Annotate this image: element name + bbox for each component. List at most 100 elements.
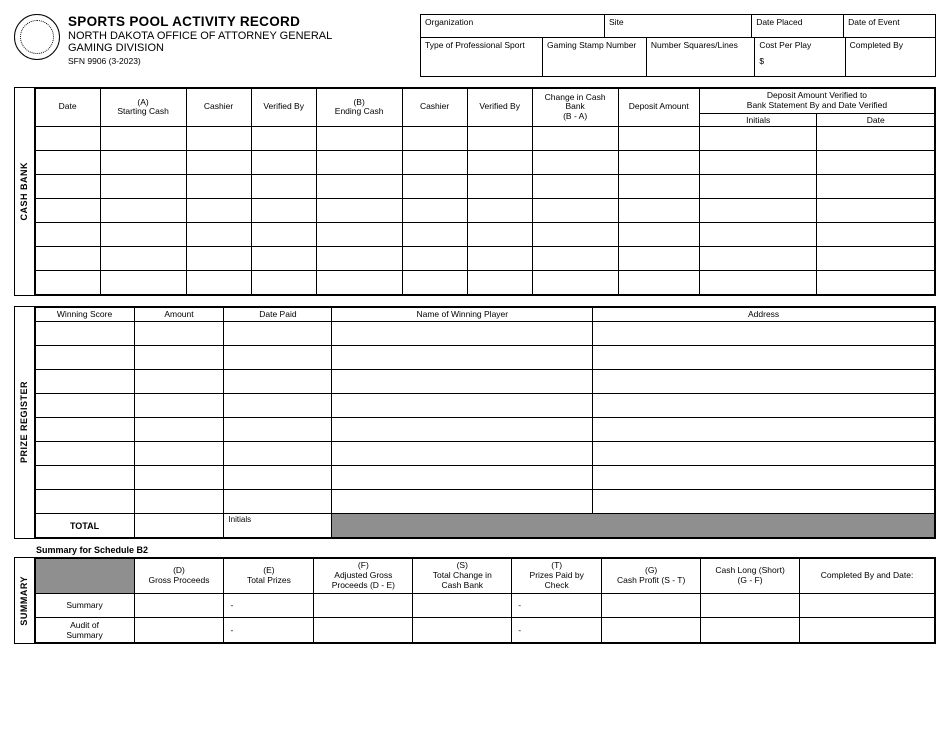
table-cell[interactable] — [332, 466, 593, 490]
table-cell[interactable] — [332, 418, 593, 442]
table-cell[interactable] — [817, 174, 935, 198]
table-cell[interactable] — [251, 174, 316, 198]
table-cell[interactable] — [602, 593, 701, 617]
table-cell[interactable] — [817, 246, 935, 270]
table-cell[interactable] — [134, 394, 224, 418]
table-cell[interactable] — [35, 418, 134, 442]
table-cell[interactable] — [467, 222, 532, 246]
table-cell[interactable] — [817, 150, 935, 174]
table-cell[interactable] — [35, 270, 100, 294]
table-cell[interactable] — [100, 198, 186, 222]
table-cell[interactable] — [699, 270, 817, 294]
table-cell[interactable] — [100, 246, 186, 270]
table-cell[interactable] — [532, 222, 618, 246]
table-cell[interactable] — [134, 617, 224, 642]
table-cell[interactable] — [134, 466, 224, 490]
table-cell[interactable] — [35, 442, 134, 466]
table-cell[interactable] — [35, 222, 100, 246]
table-cell[interactable] — [332, 322, 593, 346]
table-cell[interactable] — [35, 198, 100, 222]
table-cell[interactable] — [251, 150, 316, 174]
table-cell[interactable] — [402, 270, 467, 294]
table-cell[interactable] — [532, 198, 618, 222]
table-cell[interactable] — [618, 174, 699, 198]
table-cell[interactable] — [100, 126, 186, 150]
table-cell[interactable] — [100, 222, 186, 246]
table-cell[interactable] — [134, 490, 224, 514]
table-cell[interactable] — [413, 617, 512, 642]
table-cell[interactable] — [618, 150, 699, 174]
table-cell[interactable] — [532, 270, 618, 294]
table-cell[interactable] — [602, 617, 701, 642]
table-cell[interactable] — [332, 490, 593, 514]
table-cell[interactable] — [532, 126, 618, 150]
table-cell[interactable] — [593, 322, 935, 346]
table-cell[interactable] — [35, 150, 100, 174]
table-cell[interactable] — [699, 222, 817, 246]
table-cell[interactable] — [134, 442, 224, 466]
table-cell[interactable] — [618, 198, 699, 222]
table-cell[interactable] — [316, 150, 402, 174]
table-cell[interactable] — [699, 150, 817, 174]
table-cell[interactable] — [701, 617, 800, 642]
table-cell[interactable] — [699, 174, 817, 198]
table-cell[interactable] — [224, 490, 332, 514]
table-cell[interactable] — [332, 394, 593, 418]
table-cell[interactable] — [316, 126, 402, 150]
table-cell[interactable] — [186, 174, 251, 198]
table-cell[interactable] — [699, 198, 817, 222]
table-cell[interactable] — [100, 174, 186, 198]
field-sport-type[interactable]: Type of Professional Sport — [421, 38, 543, 76]
table-cell[interactable] — [618, 222, 699, 246]
table-cell[interactable] — [224, 322, 332, 346]
table-cell[interactable] — [316, 222, 402, 246]
table-cell[interactable] — [251, 270, 316, 294]
table-cell[interactable] — [186, 198, 251, 222]
table-cell[interactable] — [35, 490, 134, 514]
table-cell[interactable] — [593, 370, 935, 394]
table-cell[interactable] — [413, 593, 512, 617]
table-cell[interactable] — [618, 126, 699, 150]
table-cell[interactable] — [316, 198, 402, 222]
table-cell[interactable] — [35, 246, 100, 270]
table-cell[interactable] — [224, 418, 332, 442]
table-cell[interactable] — [35, 346, 134, 370]
table-cell[interactable] — [593, 394, 935, 418]
table-cell[interactable] — [100, 150, 186, 174]
table-cell[interactable] — [224, 394, 332, 418]
table-cell[interactable] — [35, 126, 100, 150]
table-cell[interactable] — [701, 593, 800, 617]
table-cell[interactable] — [134, 322, 224, 346]
field-organization[interactable]: Organization — [421, 15, 605, 37]
table-cell[interactable] — [532, 246, 618, 270]
table-cell[interactable] — [186, 150, 251, 174]
table-cell[interactable] — [593, 418, 935, 442]
table-cell[interactable] — [35, 322, 134, 346]
table-cell[interactable] — [134, 346, 224, 370]
table-cell[interactable] — [699, 126, 817, 150]
table-cell[interactable]: - — [512, 593, 602, 617]
initials-cell[interactable]: Initials — [224, 514, 332, 538]
table-cell[interactable] — [402, 150, 467, 174]
field-date-of-event[interactable]: Date of Event — [844, 15, 935, 37]
total-amount-cell[interactable] — [134, 514, 224, 538]
field-site[interactable]: Site — [605, 15, 752, 37]
table-cell[interactable] — [618, 270, 699, 294]
table-cell[interactable] — [800, 593, 935, 617]
table-cell[interactable] — [402, 246, 467, 270]
table-cell[interactable] — [467, 198, 532, 222]
table-cell[interactable] — [224, 370, 332, 394]
table-cell[interactable]: - — [224, 593, 314, 617]
table-cell[interactable] — [186, 270, 251, 294]
field-gaming-stamp[interactable]: Gaming Stamp Number — [543, 38, 647, 76]
table-cell[interactable] — [532, 174, 618, 198]
table-cell[interactable] — [186, 126, 251, 150]
table-cell[interactable] — [224, 466, 332, 490]
table-cell[interactable] — [817, 198, 935, 222]
table-cell[interactable] — [134, 370, 224, 394]
table-cell[interactable] — [35, 370, 134, 394]
table-cell[interactable] — [186, 246, 251, 270]
table-cell[interactable] — [532, 150, 618, 174]
table-cell[interactable] — [224, 442, 332, 466]
table-cell[interactable] — [186, 222, 251, 246]
